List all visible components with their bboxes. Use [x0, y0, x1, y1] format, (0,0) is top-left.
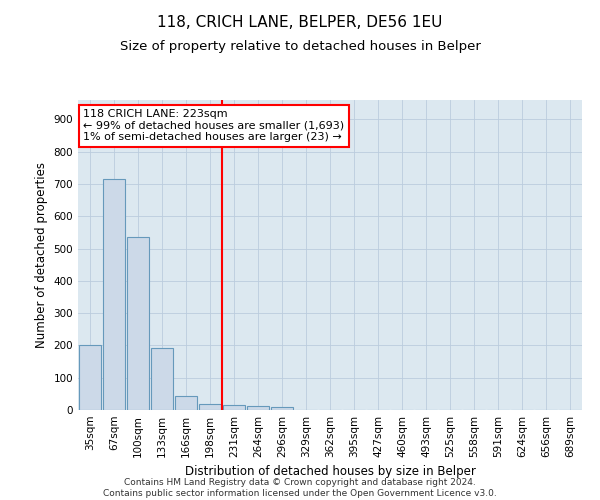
Bar	[103, 179, 125, 410]
Bar	[175, 396, 197, 410]
Bar	[223, 406, 245, 410]
Bar	[199, 404, 221, 410]
Bar	[127, 237, 149, 410]
Bar	[247, 406, 269, 410]
Y-axis label: Number of detached properties: Number of detached properties	[35, 162, 48, 348]
Text: 118, CRICH LANE, BELPER, DE56 1EU: 118, CRICH LANE, BELPER, DE56 1EU	[157, 15, 443, 30]
Text: Size of property relative to detached houses in Belper: Size of property relative to detached ho…	[119, 40, 481, 53]
Text: 118 CRICH LANE: 223sqm
← 99% of detached houses are smaller (1,693)
1% of semi-d: 118 CRICH LANE: 223sqm ← 99% of detached…	[83, 110, 344, 142]
Text: Contains HM Land Registry data © Crown copyright and database right 2024.
Contai: Contains HM Land Registry data © Crown c…	[103, 478, 497, 498]
Bar	[151, 348, 173, 410]
Bar	[271, 407, 293, 410]
Bar	[79, 346, 101, 410]
X-axis label: Distribution of detached houses by size in Belper: Distribution of detached houses by size …	[185, 466, 475, 478]
